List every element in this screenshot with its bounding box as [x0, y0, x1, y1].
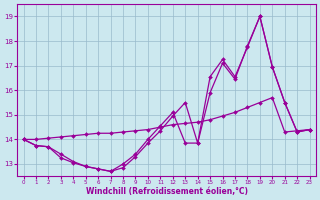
- X-axis label: Windchill (Refroidissement éolien,°C): Windchill (Refroidissement éolien,°C): [85, 187, 248, 196]
